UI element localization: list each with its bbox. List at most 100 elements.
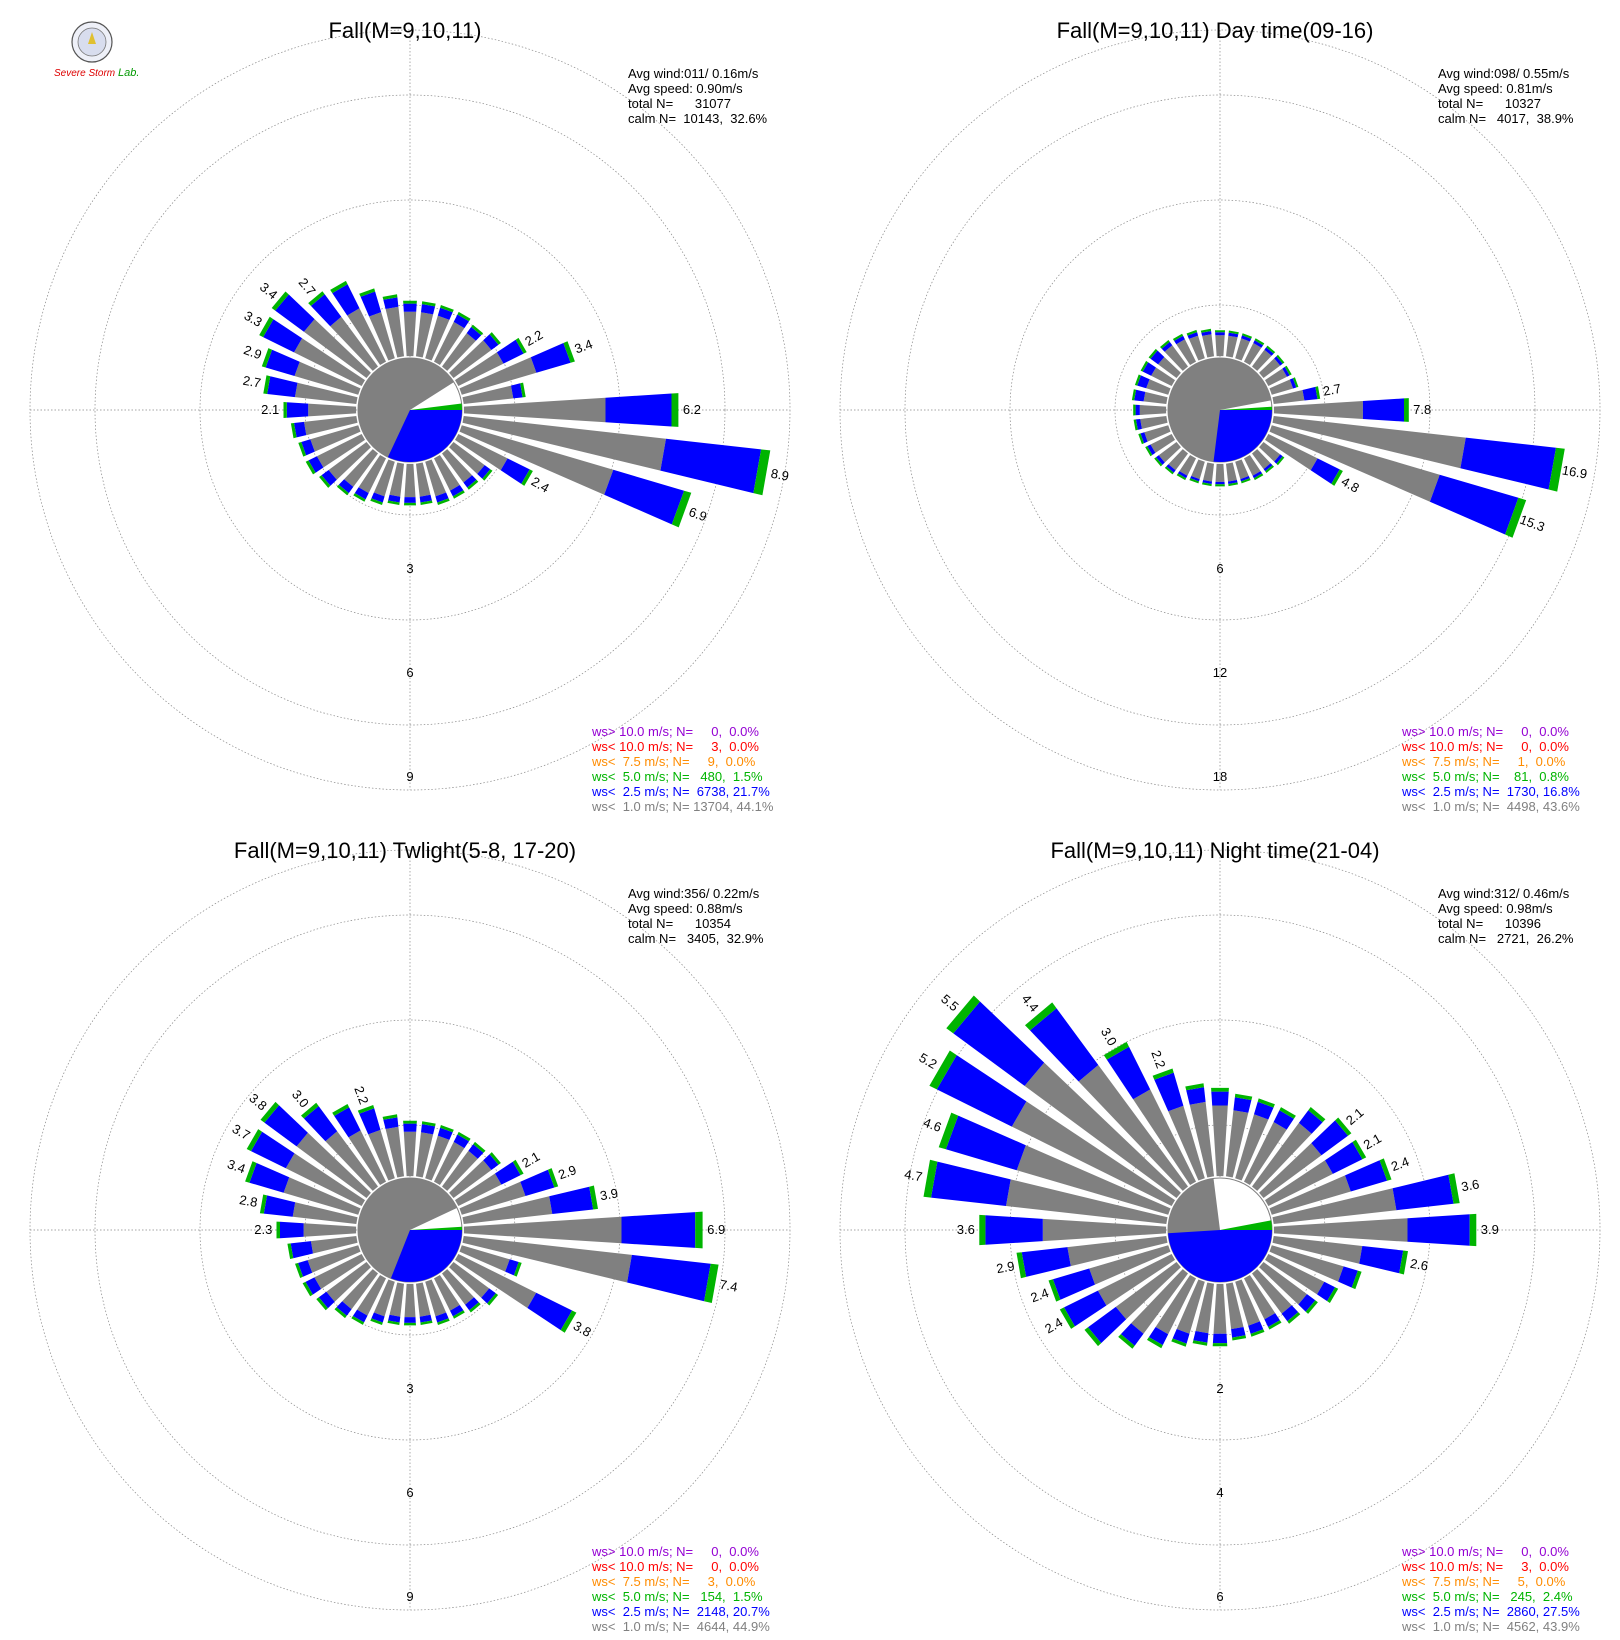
bar-light-segment	[338, 479, 354, 494]
bar-calm-segment	[1115, 1262, 1181, 1320]
bar-calm-segment	[1273, 1218, 1408, 1242]
logo-text-lab: Lab.	[118, 67, 139, 79]
bar-calm-segment	[1244, 1122, 1287, 1185]
calm-pie-green	[1220, 406, 1272, 410]
bar-light-segment	[403, 303, 417, 312]
bar-value-label: 2.8	[238, 1192, 258, 1210]
bar-moderate-segment	[403, 300, 417, 304]
calm-pie-blue	[1213, 410, 1272, 463]
bar-moderate-segment	[276, 1221, 280, 1239]
bar-moderate-segment	[1164, 466, 1174, 475]
bar-light-segment	[1166, 464, 1176, 473]
bar-light-segment	[301, 439, 315, 456]
bar-light-segment	[1317, 1281, 1336, 1302]
legend-entry: ws< 2.5 m/s; N= 2860, 27.5%	[1402, 1604, 1580, 1619]
bar-value-label: 2.3	[254, 1222, 272, 1237]
panel-title: Fall(M=9,10,11)	[328, 18, 482, 43]
bar-moderate-segment	[452, 490, 465, 499]
wind-rose-panel-2: 6 12 18 7.8 16.9 15.3 4.8 2.7 Fall(M=9,10,11) Da…	[810, 0, 1620, 820]
bar-moderate-segment	[290, 423, 297, 439]
bar-calm-segment	[463, 1216, 622, 1244]
stats-line: calm N= 10143, 32.6%	[628, 111, 768, 126]
bar-light-segment	[1088, 1306, 1127, 1344]
bar-light-segment	[1021, 1247, 1071, 1277]
bar-calm-segment	[455, 434, 508, 471]
bar-moderate-segment	[319, 475, 331, 488]
bar-value-label: 7.8	[1413, 402, 1431, 417]
legend-entry: ws< 1.0 m/s; N= 4562, 43.9%	[1402, 1619, 1580, 1634]
bar-calm-segment	[1265, 368, 1287, 386]
bar-moderate-segment	[382, 1114, 398, 1120]
bar-calm-segment	[1164, 345, 1188, 371]
bar-calm-segment	[369, 312, 395, 361]
bar-calm-segment	[342, 1269, 378, 1310]
bar-light-segment	[1274, 356, 1283, 366]
bar-calm-segment	[385, 306, 404, 358]
bar-light-segment	[936, 1055, 1027, 1127]
bar-calm-segment	[1226, 1282, 1244, 1330]
bar-light-segment	[404, 1317, 416, 1323]
bar-light-segment	[286, 402, 309, 418]
bar-moderate-segment	[1268, 1320, 1282, 1330]
bar-light-segment	[1359, 1246, 1404, 1274]
bar-calm-segment	[1203, 462, 1214, 482]
bar-value-label: 3.9	[599, 1185, 619, 1203]
bar-light-segment	[1172, 1329, 1190, 1344]
bar-moderate-segment	[1241, 478, 1251, 484]
bar-calm-segment	[434, 1141, 465, 1185]
stats-line: Avg speed: 0.98m/s	[1438, 901, 1553, 916]
bar-calm-segment	[416, 1132, 434, 1178]
bar-moderate-segment	[560, 1310, 577, 1333]
bar-calm-segment	[462, 1236, 632, 1283]
bar-light-segment	[549, 1186, 594, 1214]
legend-entry: ws> 10.0 m/s; N= 0, 0.0%	[592, 1544, 759, 1559]
stats-box: Avg wind:312/ 0.46m/s Avg speed: 0.98m/s t…	[1438, 886, 1574, 946]
bar-moderate-segment	[1548, 447, 1565, 492]
bar-calm-segment	[1215, 463, 1225, 482]
bar-calm-segment	[463, 397, 606, 423]
calm-pie-green	[410, 1226, 463, 1230]
bar-moderate-segment	[1202, 482, 1212, 487]
bar-calm-segment	[1273, 401, 1363, 419]
bar-calm-segment	[1202, 334, 1214, 358]
bar-moderate-segment	[1103, 1041, 1129, 1060]
bar-light-segment	[249, 1163, 290, 1193]
bar-light-segment	[1212, 1333, 1228, 1344]
bar-light-segment	[388, 1314, 401, 1323]
bar-moderate-segment	[1160, 340, 1170, 349]
bar-calm-segment	[1226, 462, 1237, 482]
bar-moderate-segment	[452, 1310, 465, 1319]
legend-entry: ws< 5.0 m/s; N= 245, 2.4%	[1402, 1589, 1573, 1604]
bar-calm-segment	[1139, 405, 1167, 415]
legend: ws> 10.0 m/s; N= 0, 0.0% ws< 10.0 m/s; N=…	[1402, 1544, 1580, 1634]
stats-line: total N= 10354	[628, 916, 731, 931]
bar-moderate-segment	[1351, 1270, 1362, 1290]
grid-ring	[94, 914, 726, 1546]
bar-light-segment	[383, 1117, 399, 1129]
bar-calm-segment	[357, 1275, 386, 1316]
bar-light-segment	[1228, 480, 1238, 484]
bar-light-segment	[263, 1195, 296, 1217]
calm-pie-gray	[1168, 358, 1272, 462]
bar-value-label: 4.4	[1019, 991, 1042, 1014]
bar-light-segment	[354, 487, 369, 500]
bar-moderate-segment	[1133, 419, 1138, 431]
bar-calm-segment	[304, 416, 358, 436]
bar-light-segment	[527, 1292, 573, 1331]
grid-ring	[904, 94, 1536, 726]
bar-calm-segment	[1252, 349, 1272, 371]
bar-moderate-segment	[923, 1159, 938, 1198]
bar-calm-segment	[1078, 1065, 1188, 1191]
panel-title: Fall(M=9,10,11) Day time(09-16)	[1056, 18, 1374, 43]
bar-value-label: 2.1	[519, 1149, 542, 1171]
bar-calm-segment	[1244, 455, 1261, 476]
bar-moderate-segment	[421, 1121, 436, 1127]
bar-moderate-segment	[1287, 1312, 1301, 1324]
bar-calm-segment	[403, 311, 417, 357]
legend-entry: ws< 1.0 m/s; N= 4498, 43.6%	[1402, 799, 1580, 814]
bar-light-segment	[280, 1221, 304, 1239]
bar-moderate-segment	[1118, 1334, 1135, 1349]
bar-light-segment	[453, 1134, 469, 1149]
bar-light-segment	[1174, 335, 1185, 345]
bar-light-segment	[1253, 340, 1264, 348]
